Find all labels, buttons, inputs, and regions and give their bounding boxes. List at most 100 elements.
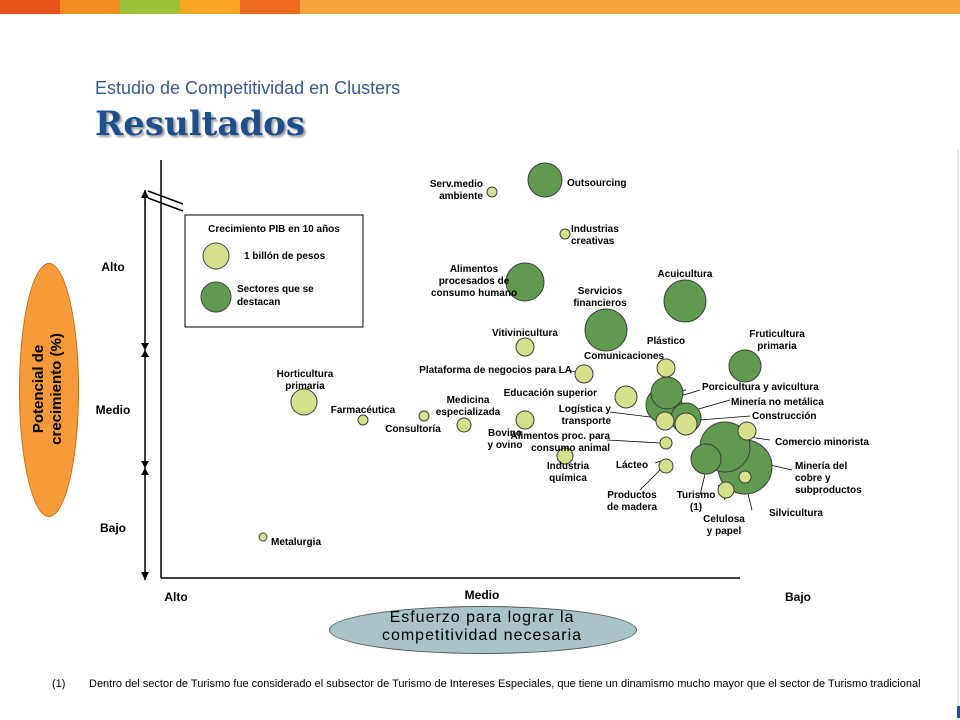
bubble-label: Industria xyxy=(547,461,590,472)
bubble-label: Alimentos xyxy=(450,264,499,275)
header-bar-segment xyxy=(60,0,120,14)
leader-line xyxy=(609,411,651,418)
bubble-educaci-n-superior xyxy=(614,385,638,409)
bubble-servicios-financieros xyxy=(584,308,628,352)
legend-label: Sectores que se xyxy=(237,284,314,295)
page-subtitle: Estudio de Competitividad en Clusters xyxy=(95,78,401,98)
bubble-label: consumo animal xyxy=(531,443,610,454)
bubble-vitivinicultura xyxy=(515,337,535,357)
leader-line xyxy=(769,464,793,471)
legend-label: 1 billón de pesos xyxy=(244,251,326,262)
bubble-label: Horticultura xyxy=(277,369,334,380)
bubble-label: financieros xyxy=(573,298,627,309)
bubble-label: y papel xyxy=(707,526,742,537)
ruler-arrowhead xyxy=(141,343,149,350)
bubble-label: primaria xyxy=(285,381,325,392)
leader-line xyxy=(639,469,661,491)
bubble-label: Alimentos proc. para xyxy=(511,431,611,442)
footnote-number: (1) xyxy=(52,678,66,690)
bubble-label: Serv.medio xyxy=(430,179,483,190)
bubble-label: Celulosa xyxy=(703,514,745,525)
bubble-label: Farmacéutica xyxy=(331,405,396,416)
bubble-label: Vitivinicultura xyxy=(492,328,558,339)
bubble-farmac-utica xyxy=(357,414,369,426)
bubble-label: transporte xyxy=(562,416,612,427)
ruler-arrowhead xyxy=(141,572,149,580)
y-axis-label-oval xyxy=(19,263,79,517)
bubble-label: Porcicultura y avicultura xyxy=(702,382,819,393)
x-axis-label-line: Esfuerzo para lograr la xyxy=(389,609,575,626)
x-axis-label-oval xyxy=(329,606,637,654)
bubble-label: creativas xyxy=(571,236,615,247)
axis-break-mark xyxy=(147,190,184,205)
bubble-industria-qu-mica xyxy=(556,447,574,465)
header-bar-segment xyxy=(240,0,300,14)
bubble-plataforma-de-negocios-para-la xyxy=(574,364,594,384)
bubble-silvicultura xyxy=(738,470,752,484)
bubble-fruticultura-primaria xyxy=(728,349,762,383)
leader-line xyxy=(694,399,731,411)
bubble-label: Lácteo xyxy=(616,460,648,471)
bubble-turismo xyxy=(690,443,722,475)
y-tick-label: Medio xyxy=(96,403,131,417)
header-bar-segment xyxy=(0,0,60,14)
bubble-label: y ovino xyxy=(487,440,522,451)
bubble-label: Educación superior xyxy=(504,388,597,399)
bubble-serv-medio-ambiente xyxy=(486,186,498,198)
bubble-pl-stico xyxy=(656,358,676,378)
bubble-label: Construcción xyxy=(752,411,816,422)
header-color-bar xyxy=(0,0,960,14)
bubble-log-stica-y-transporte xyxy=(655,411,675,431)
y-tick-label: Alto xyxy=(101,260,124,274)
header-bar-segment xyxy=(180,0,240,14)
bubble-label: Minería del xyxy=(795,461,847,472)
x-tick-label: Alto xyxy=(164,590,187,604)
leader-line xyxy=(606,439,661,444)
bubble-label: química xyxy=(549,473,587,484)
ruler-arrowhead xyxy=(141,468,149,475)
bubble-label: especializada xyxy=(436,407,501,418)
bubble-outsourcing xyxy=(527,162,563,198)
x-axis-label: Esfuerzo para lograr la competitividad n… xyxy=(329,609,635,645)
x-axis-label-line: competitividad necesaria xyxy=(381,627,583,644)
bubble-label: Comunicaciones xyxy=(584,351,664,362)
header-bar-segment xyxy=(120,0,180,14)
bubble-alimentos-proc-para-consumo-animal xyxy=(659,436,673,450)
bubble-construcci-n-2- xyxy=(737,421,757,441)
bubble-label: Servicios xyxy=(578,286,623,297)
bubble-label: Minería no metálica xyxy=(731,397,824,408)
bubble-label: Industrias xyxy=(571,224,619,235)
x-tick-label: Bajo xyxy=(785,590,811,604)
bubble-label: Fruticultura xyxy=(749,329,805,340)
bubble-label: Medicina xyxy=(447,395,490,406)
bubble-label: cobre y xyxy=(795,473,831,484)
y-tick-label: Bajo xyxy=(100,521,126,535)
bubble-medicina-especializada xyxy=(456,417,472,433)
bubble-label: Outsourcing xyxy=(567,178,626,189)
bubble-label: Turismo xyxy=(677,490,716,501)
bubble-label: Logística y xyxy=(559,404,612,415)
legend-swatch-highlight xyxy=(200,281,232,313)
bubble-metalurgia xyxy=(258,532,268,542)
bubble-label: subproductos xyxy=(795,485,862,496)
leader-line xyxy=(699,415,751,421)
legend-title: Crecimiento PIB en 10 años xyxy=(208,224,340,235)
bubble-alimentos-procesados-de-consumo-humano xyxy=(505,262,545,302)
right-divider xyxy=(957,150,959,720)
bubble-horticultura-primaria xyxy=(290,388,318,416)
bubble-label: ambiente xyxy=(439,191,483,202)
ruler-arrowhead xyxy=(141,350,149,357)
bubble-label: Silvicultura xyxy=(769,508,823,519)
bubble-label: Consultoría xyxy=(385,424,441,435)
bubble-label: Metalurgia xyxy=(271,537,321,548)
bubble-label: de madera xyxy=(607,502,657,513)
footnote-text: Dentro del sector de Turismo fue conside… xyxy=(89,678,921,690)
x-tick-label: Medio xyxy=(465,588,500,602)
bubble-bovino-y-ovino xyxy=(515,410,535,430)
bubble-label: procesados de xyxy=(439,276,510,287)
bubble-label: primaria xyxy=(757,341,797,352)
legend-swatch-small xyxy=(202,242,230,270)
page-title: Resultados xyxy=(95,104,305,144)
legend-box xyxy=(184,214,364,328)
bubble-comunicaciones xyxy=(650,376,684,410)
